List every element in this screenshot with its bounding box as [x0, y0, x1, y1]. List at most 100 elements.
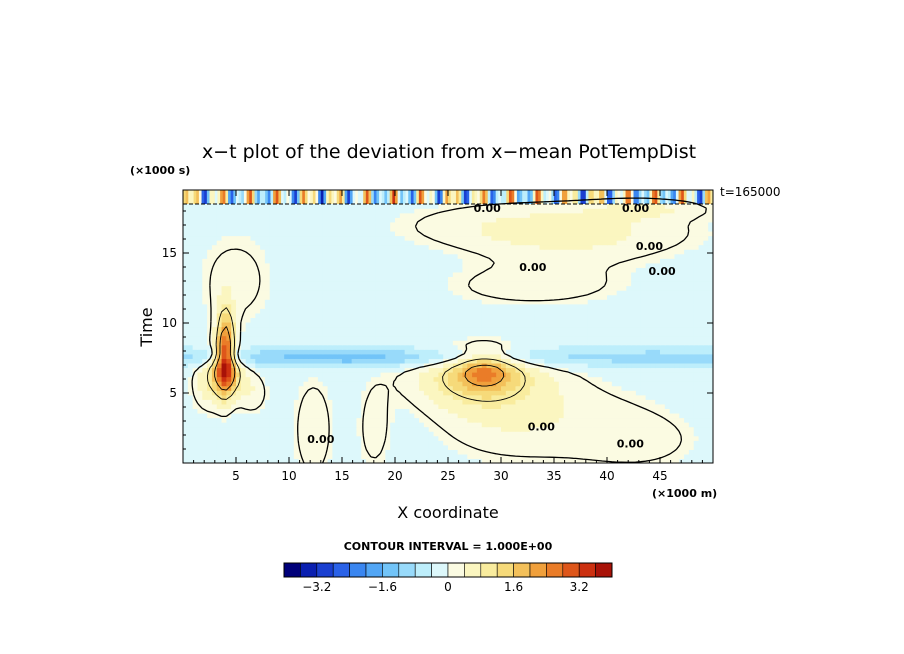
heatmap-cell — [496, 408, 502, 414]
heatmap-cell — [568, 349, 574, 355]
heatmap-cell — [245, 417, 252, 423]
heatmap-cell — [544, 299, 550, 305]
heatmap-cell — [558, 444, 565, 450]
heatmap-cell — [602, 444, 608, 450]
heatmap-cell — [264, 335, 271, 341]
heatmap-cell — [563, 331, 570, 337]
heatmap-cell — [684, 444, 690, 450]
heatmap-cell — [423, 422, 430, 428]
heatmap-cell — [505, 390, 512, 396]
heatmap-cell — [481, 299, 488, 305]
heatmap-cell — [322, 281, 329, 287]
heatmap-cell — [250, 290, 256, 296]
heatmap-cell — [433, 308, 439, 314]
heatmap-cell — [448, 435, 454, 441]
heatmap-cell — [602, 267, 608, 273]
heatmap-cell — [226, 381, 232, 387]
heatmap-cell — [399, 422, 406, 428]
heatmap-cell — [660, 449, 666, 455]
heatmap-cell — [380, 399, 386, 405]
heatmap-cell — [539, 422, 545, 428]
heatmap-cell — [332, 340, 338, 346]
heatmap-cell — [486, 453, 492, 460]
heatmap-cell — [351, 412, 358, 419]
heatmap-cell — [404, 262, 411, 268]
heatmap-cell — [192, 440, 199, 446]
heatmap-cell — [534, 271, 541, 278]
heatmap-cell — [486, 294, 492, 300]
heatmap-cell — [337, 262, 343, 268]
heatmap-cell — [520, 308, 526, 314]
heatmap-cell — [337, 408, 343, 414]
heatmap-cell — [698, 326, 704, 332]
heatmap-cell — [573, 290, 579, 296]
heatmap-cell — [515, 281, 521, 287]
heatmap-cell — [414, 376, 420, 382]
heatmap-cell — [645, 353, 651, 359]
heatmap-cell — [708, 444, 713, 450]
heatmap-cell — [284, 417, 290, 423]
heatmap-cell — [669, 285, 676, 291]
heatmap-cell — [640, 422, 647, 428]
heatmap-cell — [529, 435, 536, 441]
heatmap-cell — [390, 358, 396, 364]
heatmap-cell — [669, 276, 676, 282]
heatmap-cell — [279, 390, 285, 396]
heatmap-cell — [602, 290, 608, 296]
heatmap-cell — [708, 335, 713, 341]
heatmap-cell — [693, 403, 700, 409]
heatmap-cell — [582, 381, 589, 387]
heatmap-cell — [322, 444, 329, 450]
heatmap-cell — [274, 426, 280, 432]
heatmap-cell — [211, 308, 218, 314]
heatmap-cell — [525, 362, 531, 369]
heatmap-cell — [573, 381, 579, 387]
heatmap-cell — [337, 267, 343, 273]
heatmap-cell — [207, 444, 213, 450]
heatmap-cell — [414, 412, 420, 419]
heatmap-cell — [351, 258, 358, 264]
heatmap-cell — [529, 372, 536, 378]
heatmap-cell — [337, 308, 343, 314]
heatmap-cell — [597, 390, 603, 396]
heatmap-cell — [539, 326, 545, 332]
heatmap-cell — [202, 444, 208, 450]
heatmap-cell — [197, 399, 203, 405]
heatmap-cell — [207, 458, 213, 463]
heatmap-cell — [361, 358, 367, 364]
heatmap-cell — [520, 281, 526, 287]
heatmap-cell — [390, 285, 396, 291]
heatmap-cell — [192, 271, 199, 278]
heatmap-cell — [674, 262, 680, 268]
heatmap-cell — [669, 458, 676, 463]
heatmap-cell — [342, 321, 348, 328]
heatmap-cell — [510, 403, 517, 409]
heatmap-cell — [573, 412, 579, 419]
heatmap-cell — [684, 408, 690, 414]
heatmap-cell — [409, 431, 415, 437]
heatmap-cell — [491, 390, 497, 396]
heatmap-cell — [428, 403, 435, 409]
heatmap-cell — [611, 317, 618, 323]
heatmap-cell — [457, 294, 464, 300]
heatmap-cell — [660, 372, 666, 378]
heatmap-cell — [452, 417, 459, 423]
heatmap-cell — [366, 362, 372, 369]
heatmap-cell — [448, 340, 454, 346]
heatmap-cell — [298, 458, 305, 463]
heatmap-cell — [684, 426, 690, 432]
heatmap-cell — [467, 399, 473, 405]
heatmap-cell — [664, 444, 671, 450]
heatmap-cell — [317, 344, 324, 350]
heatmap-cell — [409, 321, 415, 328]
heatmap-cell — [467, 294, 473, 300]
heatmap-cell — [592, 412, 598, 419]
heatmap-cell — [448, 344, 454, 350]
heatmap-cell — [607, 308, 613, 314]
heatmap-cell — [501, 453, 507, 460]
heatmap-cell — [399, 376, 406, 382]
heatmap-cell — [183, 367, 189, 373]
heatmap-cell — [423, 403, 430, 409]
heatmap-cell — [289, 399, 295, 405]
heatmap-cell — [226, 299, 232, 305]
